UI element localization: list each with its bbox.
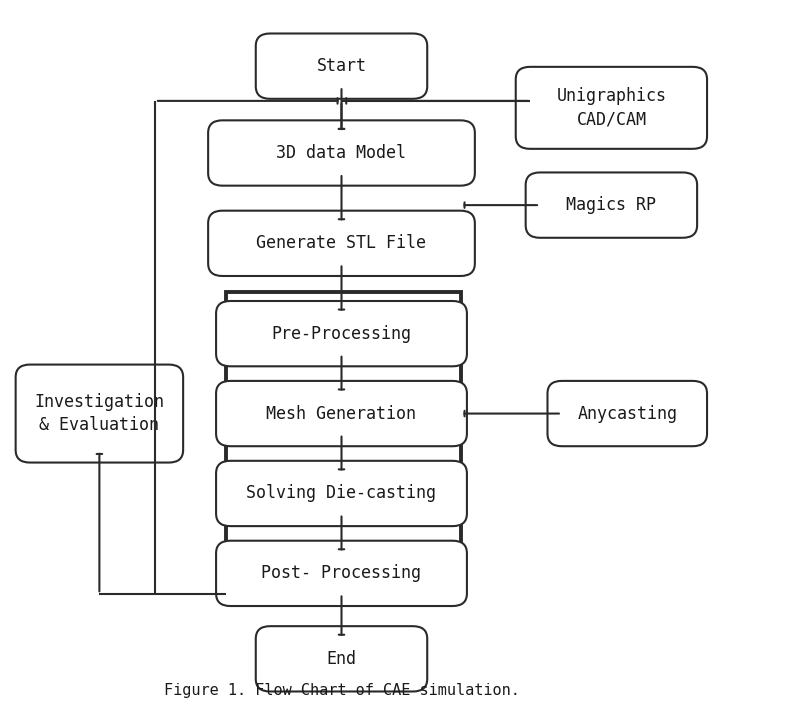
FancyBboxPatch shape — [208, 121, 475, 186]
FancyBboxPatch shape — [548, 381, 707, 446]
Text: Mesh Generation: Mesh Generation — [266, 405, 416, 423]
Text: Post- Processing: Post- Processing — [262, 564, 421, 582]
Text: Unigraphics
CAD/CAM: Unigraphics CAD/CAM — [556, 87, 667, 128]
Text: Solving Die-casting: Solving Die-casting — [246, 484, 437, 503]
Text: Start: Start — [317, 57, 366, 75]
FancyBboxPatch shape — [216, 461, 467, 526]
FancyBboxPatch shape — [216, 301, 467, 367]
Text: Investigation
& Evaluation: Investigation & Evaluation — [34, 393, 164, 435]
FancyBboxPatch shape — [256, 626, 427, 691]
Text: Figure 1. Flow Chart of CAE simulation.: Figure 1. Flow Chart of CAE simulation. — [164, 683, 519, 698]
Text: Magics RP: Magics RP — [566, 196, 656, 214]
Text: Anycasting: Anycasting — [578, 405, 677, 423]
Text: Pre-Processing: Pre-Processing — [271, 325, 411, 342]
FancyBboxPatch shape — [15, 364, 183, 462]
FancyBboxPatch shape — [516, 67, 707, 149]
FancyBboxPatch shape — [216, 381, 467, 446]
Bar — [227, 292, 461, 594]
FancyBboxPatch shape — [526, 172, 697, 238]
FancyBboxPatch shape — [216, 541, 467, 606]
Text: 3D data Model: 3D data Model — [276, 144, 407, 162]
Text: End: End — [326, 650, 356, 668]
Text: Generate STL File: Generate STL File — [257, 235, 427, 252]
FancyBboxPatch shape — [256, 33, 427, 99]
FancyBboxPatch shape — [208, 211, 475, 276]
